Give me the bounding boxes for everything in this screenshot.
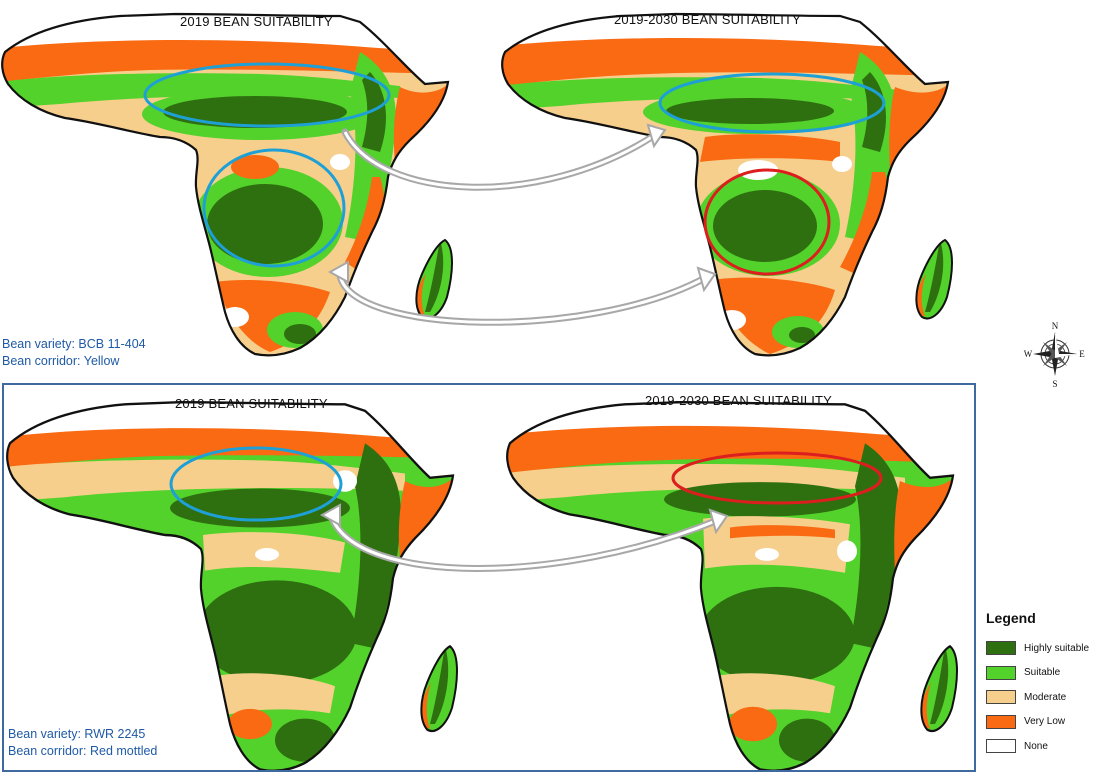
compass-n: N [1052,321,1059,331]
legend-title: Legend [986,610,1036,626]
compass-s: S [1052,379,1057,389]
highlight-top-right-central [703,168,831,276]
bottom-panel-frame [2,383,976,772]
bean-variety-top: Bean variety: BCB 11-404 [2,337,146,351]
legend: Legend Highly suitable Suitable Moderate… [986,610,1100,759]
highlight-bottom-right-north [671,451,883,505]
legend-item-suitable: Suitable [986,661,1100,686]
legend-item-highly-suitable: Highly suitable [986,636,1100,661]
highlight-top-right-north [658,72,886,134]
legend-swatch [986,714,1016,729]
legend-swatch [986,665,1016,680]
legend-item-moderate: Moderate [986,685,1100,710]
legend-swatch [986,739,1016,754]
title-bottom-right: 2019-2030 BEAN SUITABILITY [645,393,833,408]
arrows [319,123,729,572]
highlight-top-left-north [143,62,391,128]
compass-e: E [1079,349,1085,359]
highlight-top-left-central [202,148,346,268]
legend-swatch [986,690,1016,705]
legend-label: Moderate [1024,691,1067,703]
annotation-top: Bean variety: BCB 11-404 Bean corridor: … [2,336,146,370]
title-bottom-left: 2019 BEAN SUITABILITY [175,396,328,411]
title-top-right: 2019-2030 BEAN SUITABILITY [614,12,802,27]
annotation-bottom: Bean variety: RWR 2245 Bean corridor: Re… [8,726,157,760]
map-top-left [1,12,453,357]
legend-swatch [986,641,1016,656]
bean-corridor-top: Bean corridor: Yellow [2,354,120,368]
highlight-bottom-left-north [169,446,343,522]
legend-label: Suitable [1024,667,1061,679]
legend-label: None [1024,740,1048,752]
bean-variety-bottom: Bean variety: RWR 2245 [8,727,146,741]
legend-item-none: None [986,734,1100,759]
legend-label: Highly suitable [1024,642,1090,654]
title-top-left: 2019 BEAN SUITABILITY [180,14,333,29]
legend-label: Very Low [1024,716,1066,728]
legend-item-very-low: Very Low [986,710,1100,735]
compass-rose-icon: N S E W [1024,321,1086,389]
compass-w: W [1024,349,1033,359]
bean-corridor-bottom: Bean corridor: Red mottled [8,744,158,758]
